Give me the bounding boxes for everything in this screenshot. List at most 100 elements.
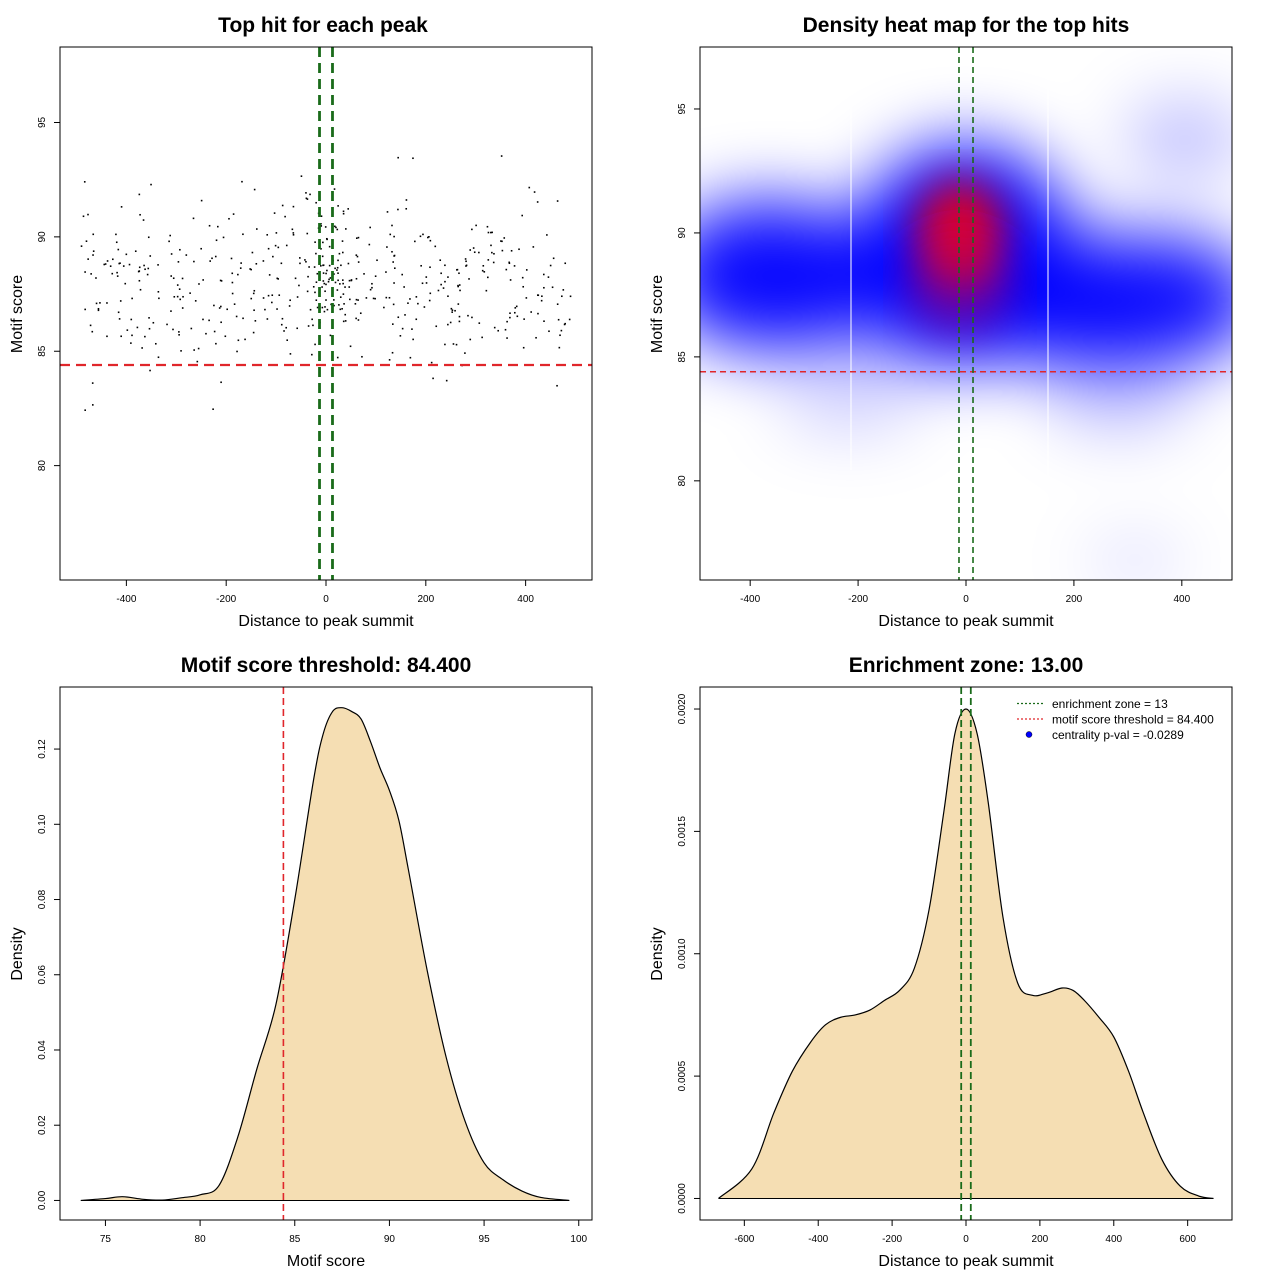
scatter-point bbox=[213, 304, 215, 307]
legend: enrichment zone = 13 motif score thresho… bbox=[1017, 697, 1214, 742]
scatter-point bbox=[336, 289, 339, 291]
scatter-point bbox=[92, 233, 95, 236]
scatter-point bbox=[89, 324, 92, 327]
scatter-point bbox=[451, 309, 454, 311]
scatter-point bbox=[391, 250, 393, 253]
x-tick-label: 200 bbox=[1032, 1234, 1049, 1245]
y-tick-label: 0.06 bbox=[37, 965, 48, 985]
scatter-point bbox=[560, 329, 563, 332]
scatter-point bbox=[376, 259, 378, 262]
scatter-point bbox=[371, 282, 373, 285]
scatter-point bbox=[440, 283, 442, 286]
scatter-point bbox=[540, 299, 543, 302]
scatter-point bbox=[485, 289, 488, 292]
scatter-point bbox=[481, 336, 483, 339]
scatter-point bbox=[104, 263, 107, 265]
scatter-point bbox=[326, 308, 329, 311]
scatter-point bbox=[336, 266, 339, 269]
scatter-point bbox=[444, 343, 446, 346]
x-tick-label: 90 bbox=[384, 1234, 396, 1245]
scatter-point bbox=[146, 273, 149, 276]
scatter-point bbox=[478, 322, 481, 324]
scatter-point bbox=[315, 281, 318, 284]
y-tick-label: 0.00 bbox=[37, 1190, 48, 1210]
scatter-point bbox=[493, 252, 495, 255]
scatter-point bbox=[117, 311, 120, 314]
scatter-point bbox=[509, 312, 511, 315]
scatter-point bbox=[130, 342, 132, 344]
scatter-point bbox=[249, 268, 251, 270]
scatter-point bbox=[457, 284, 459, 287]
scatter-point bbox=[170, 253, 173, 255]
scatter-point bbox=[296, 327, 299, 330]
x-tick-label: 400 bbox=[1105, 1234, 1122, 1245]
scatter-point bbox=[510, 249, 513, 252]
scatter-point bbox=[305, 197, 308, 200]
scatter-point bbox=[212, 408, 214, 411]
scatter-point bbox=[509, 279, 512, 281]
scatter-point bbox=[393, 235, 395, 238]
scatter-point bbox=[386, 211, 389, 213]
scatter-point bbox=[374, 297, 376, 300]
scatter-point bbox=[253, 188, 256, 191]
x-tick-label: -400 bbox=[740, 594, 760, 605]
scatter-point bbox=[412, 338, 414, 341]
scatter-point bbox=[170, 275, 173, 277]
scatter-point bbox=[87, 258, 89, 260]
scatter-point bbox=[403, 286, 405, 288]
scatter-point bbox=[232, 213, 235, 215]
scatter-point bbox=[82, 215, 85, 218]
scatter-point bbox=[182, 295, 184, 298]
scatter-point bbox=[337, 259, 339, 262]
scatter-point bbox=[399, 335, 402, 337]
scatter-point bbox=[491, 231, 493, 234]
scatter-point bbox=[215, 342, 217, 345]
score-density-axes: 75 80 85 90 95 100 0.00 0.02 0.04 0.06 0.08 0.10 0.1… bbox=[37, 739, 588, 1245]
scatter-point bbox=[192, 217, 195, 220]
scatter-point bbox=[200, 247, 202, 250]
scatter-point bbox=[112, 258, 114, 261]
scatter-point bbox=[200, 199, 203, 202]
scatter-point bbox=[172, 277, 175, 280]
scatter-point bbox=[253, 289, 256, 292]
scatter-point bbox=[117, 248, 120, 251]
scatter-points bbox=[60, 47, 592, 580]
scatter-point bbox=[537, 312, 539, 315]
scatter-point bbox=[224, 335, 227, 338]
scatter-point bbox=[333, 304, 335, 307]
scatter-point bbox=[320, 225, 323, 227]
scatter-point bbox=[557, 318, 560, 321]
y-tick-label: 90 bbox=[37, 231, 48, 243]
scatter-point bbox=[136, 326, 139, 329]
scatter-point bbox=[339, 296, 342, 298]
y-tick-label: 0.04 bbox=[37, 1040, 48, 1060]
score-density-title: Motif score threshold: 84.400 bbox=[181, 654, 472, 677]
scatter-point bbox=[236, 350, 238, 353]
scatter-point bbox=[493, 326, 496, 329]
heatmap-density-red bbox=[905, 180, 1015, 335]
scatter-point bbox=[286, 339, 289, 342]
score-density-plot bbox=[80, 687, 570, 1220]
scatter-point bbox=[344, 286, 346, 288]
scatter-point bbox=[535, 336, 537, 339]
scatter-point bbox=[233, 303, 236, 305]
scatter-point bbox=[536, 201, 539, 203]
scatter-point bbox=[525, 297, 528, 299]
scatter-point bbox=[563, 323, 566, 326]
scatter-point bbox=[556, 384, 558, 387]
scatter-point bbox=[326, 238, 328, 241]
scatter-point bbox=[252, 331, 255, 334]
scatter-point bbox=[405, 207, 408, 210]
scatter-point bbox=[471, 316, 473, 319]
scatter-point bbox=[354, 303, 357, 305]
distance-density-y-label: Density bbox=[649, 927, 666, 980]
scatter-point bbox=[345, 228, 347, 230]
y-tick-label: 0.10 bbox=[37, 814, 48, 834]
scatter-point bbox=[138, 193, 141, 196]
y-tick-label: 90 bbox=[677, 227, 688, 239]
scatter-point bbox=[242, 233, 244, 236]
scatter-point bbox=[355, 317, 357, 320]
score-density-y-label: Density bbox=[9, 927, 26, 980]
scatter-point bbox=[185, 254, 188, 256]
scatter-point bbox=[139, 288, 142, 291]
